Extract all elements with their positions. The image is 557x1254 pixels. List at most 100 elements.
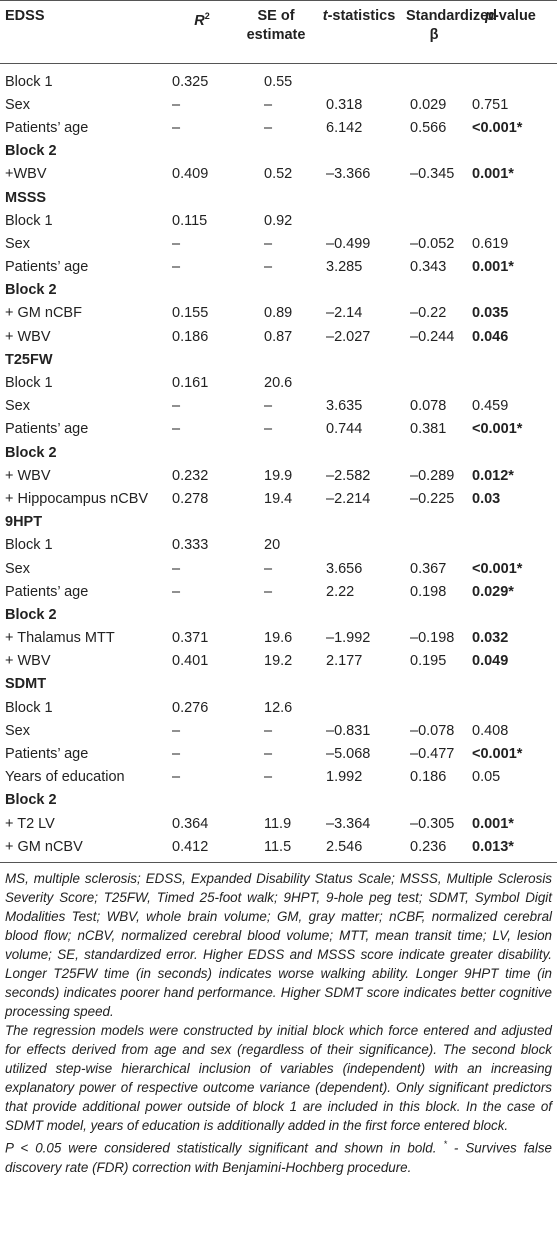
table-cell: [464, 673, 557, 696]
data-row: + GM nCBV 0.412 11.5 2.546 0.236 0.013*: [0, 835, 557, 864]
table-cell: 0.001*: [464, 163, 557, 186]
row-label: +WBV: [5, 166, 47, 183]
header-cell: t-statistics: [314, 0, 404, 64]
table-cell: –: [166, 742, 238, 765]
table-cell: 2.22: [314, 580, 404, 603]
table-cell: Block 2: [0, 140, 166, 163]
row-label: + Thalamus MTT: [5, 630, 115, 647]
table-cell: [314, 64, 404, 94]
table-cell: [404, 209, 464, 232]
cell-value: 0.343: [410, 259, 447, 276]
data-row: + WBV 0.232 19.9 –2.582 –0.289 0.012*: [0, 464, 557, 487]
cell-value: 0.195: [410, 653, 447, 670]
table-cell: 0.751: [464, 93, 557, 116]
table-cell: 0.92: [238, 209, 314, 232]
table-cell: –: [238, 256, 314, 279]
header-italic: t: [322, 8, 328, 24]
section-row: SDMT: [0, 673, 557, 696]
table-cell: + T2 LV: [0, 812, 166, 835]
table-cell: Block 1: [0, 64, 166, 94]
table-cell: [404, 534, 464, 557]
table-cell: 1.992: [314, 766, 404, 789]
table-cell: 0.401: [166, 650, 238, 673]
cell-value: 0.409: [172, 166, 209, 183]
row-label: Patients’ age: [5, 746, 89, 763]
note-sup: *: [443, 1139, 447, 1150]
data-row: Patients’ age – – 6.142 0.566 <0.001*: [0, 116, 557, 139]
cell-value: –1.992: [326, 630, 371, 647]
table-cell: –0.499: [314, 232, 404, 255]
header-italic: p: [485, 8, 494, 24]
table-cell: [404, 441, 464, 464]
row-label: Patients’ age: [5, 583, 89, 600]
table-cell: [314, 140, 404, 163]
table-cell: 0.186: [166, 325, 238, 348]
cell-value: –: [264, 119, 273, 136]
row-label: Block 2: [5, 606, 57, 623]
row-label: Sex: [5, 235, 30, 252]
cell-value: 0.013*: [472, 838, 514, 855]
note-paragraph: The regression models were constructed b…: [5, 1023, 552, 1134]
cell-value: –2.214: [326, 490, 371, 507]
cell-value: 2.22: [326, 583, 355, 600]
table-cell: –: [166, 580, 238, 603]
cell-value: 0.232: [172, 467, 209, 484]
table-cell: 3.656: [314, 557, 404, 580]
cell-value: 0.001*: [472, 259, 514, 276]
table-cell: 0.049: [464, 650, 557, 673]
table-cell: <0.001*: [464, 557, 557, 580]
table-cell: 0.161: [166, 371, 238, 394]
cell-value: 19.4: [264, 490, 293, 507]
data-row: + GM nCBF 0.155 0.89 –2.14 –0.22 0.035: [0, 302, 557, 325]
table-cell: [464, 64, 557, 94]
cell-value: 0.751: [472, 96, 509, 113]
table-cell: 0.195: [404, 650, 464, 673]
table-cell: Patients’ age: [0, 418, 166, 441]
cell-value: 0.367: [410, 560, 447, 577]
header-text: Standardized β: [406, 8, 498, 43]
table-cell: [404, 279, 464, 302]
table-cell: [464, 696, 557, 719]
table-cell: 0.012*: [464, 464, 557, 487]
row-label: Block 1: [5, 699, 53, 716]
table-cell: –0.345: [404, 163, 464, 186]
cell-value: 0.001*: [472, 815, 514, 832]
cell-value: –: [172, 96, 181, 113]
table-cell: 20.6: [238, 371, 314, 394]
cell-value: <0.001*: [472, 560, 523, 577]
cell-value: –: [172, 746, 181, 763]
row-label: MSSS: [5, 189, 47, 206]
cell-value: –: [172, 259, 181, 276]
cell-value: 12.6: [264, 699, 293, 716]
table-cell: Sex: [0, 557, 166, 580]
row-label: Patients’ age: [5, 421, 89, 438]
table-cell: [238, 789, 314, 812]
table-cell: 12.6: [238, 696, 314, 719]
table-cell: Sex: [0, 93, 166, 116]
data-row: + Thalamus MTT 0.371 19.6 –1.992 –0.198 0.032: [0, 627, 557, 650]
data-row: + T2 LV 0.364 11.9 –3.364 –0.305 0.001*: [0, 812, 557, 835]
row-label: + WBV: [5, 653, 51, 670]
row-label: Block 1: [5, 375, 53, 392]
table-cell: 0.325: [166, 64, 238, 94]
row-label: + GM nCBV: [5, 838, 83, 855]
cell-value: 0.89: [264, 305, 293, 322]
table-cell: + GM nCBV: [0, 835, 166, 864]
row-label: + WBV: [5, 467, 51, 484]
data-row: Block 1 0.276 12.6: [0, 696, 557, 719]
table-cell: [404, 603, 464, 626]
cell-value: 0.333: [172, 537, 209, 554]
table-cell: 0.333: [166, 534, 238, 557]
table-cell: [314, 186, 404, 209]
table-cell: Sex: [0, 395, 166, 418]
table-cell: 0.232: [166, 464, 238, 487]
section-row: Block 2: [0, 140, 557, 163]
table-cell: –2.027: [314, 325, 404, 348]
cell-value: 0.029: [410, 96, 447, 113]
table-cell: –: [238, 719, 314, 742]
table-cell: Patients’ age: [0, 580, 166, 603]
table-cell: –: [166, 766, 238, 789]
note-text: P: [5, 1140, 14, 1156]
table-cell: 0.87: [238, 325, 314, 348]
